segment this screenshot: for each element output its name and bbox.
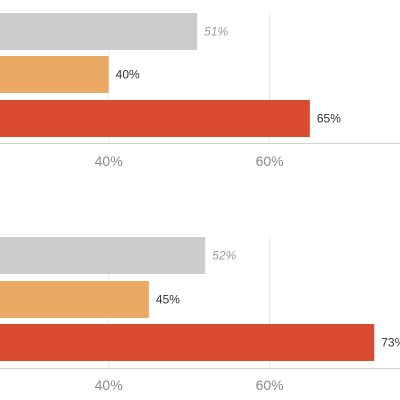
tick-label: 60% bbox=[256, 377, 284, 393]
bar bbox=[0, 324, 375, 361]
bar bbox=[0, 281, 149, 318]
value-label: 52% bbox=[212, 249, 236, 263]
bar bbox=[0, 100, 310, 137]
bar bbox=[0, 13, 198, 50]
bar bbox=[0, 56, 109, 93]
bar bbox=[0, 237, 206, 274]
tick-label: 60% bbox=[256, 153, 284, 169]
tick-label: 40% bbox=[95, 153, 123, 169]
value-label: 45% bbox=[156, 293, 180, 307]
value-label: 73% bbox=[381, 336, 400, 350]
value-label: 51% bbox=[204, 25, 228, 39]
value-label: 40% bbox=[116, 68, 140, 82]
value-label: 65% bbox=[317, 112, 341, 126]
tick-label: 40% bbox=[95, 377, 123, 393]
